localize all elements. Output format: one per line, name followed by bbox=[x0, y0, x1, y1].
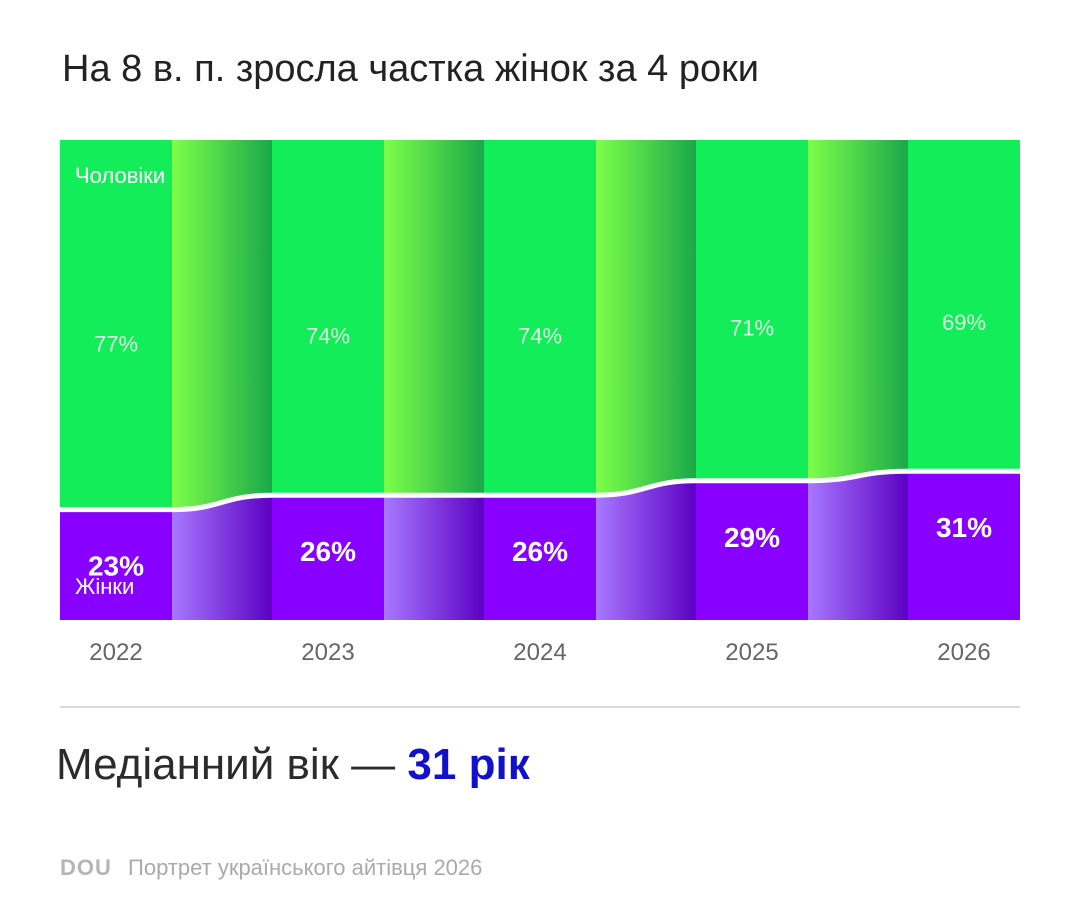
bar-men-2026 bbox=[908, 140, 1020, 472]
x-tick-2023: 2023 bbox=[301, 639, 354, 666]
median-age-value: 31 рік bbox=[407, 740, 530, 789]
transition-women bbox=[384, 495, 484, 620]
bar-women-2022 bbox=[60, 509, 172, 620]
median-age: Медіанний вік — 31 рік bbox=[56, 740, 530, 790]
series-label-women: Жінки bbox=[75, 574, 134, 599]
label-women-2025: 29% bbox=[724, 522, 780, 553]
bar-women-2026 bbox=[908, 471, 1020, 620]
label-men-2023: 74% bbox=[306, 323, 350, 348]
x-tick-2024: 2024 bbox=[513, 639, 566, 666]
bar-women-2023 bbox=[272, 495, 384, 620]
transition-men bbox=[384, 140, 484, 496]
label-men-2024: 74% bbox=[518, 323, 562, 348]
x-tick-2026: 2026 bbox=[937, 639, 990, 666]
divider bbox=[60, 706, 1020, 708]
label-women-2026: 31% bbox=[936, 512, 992, 543]
label-women-2024: 26% bbox=[512, 536, 568, 567]
label-men-2022: 77% bbox=[94, 331, 138, 356]
bar-men-2023 bbox=[272, 140, 384, 496]
transition-women bbox=[596, 480, 696, 620]
bar-men-2022 bbox=[60, 140, 172, 510]
median-age-label: Медіанний вік — bbox=[56, 740, 396, 789]
separator-line bbox=[60, 468, 1020, 513]
footer: DOU Портрет українського айтівця 2026 bbox=[60, 855, 482, 881]
x-tick-2022: 2022 bbox=[89, 639, 142, 666]
series-label-men: Чоловіки bbox=[75, 163, 165, 188]
chart-title: На 8 в. п. зросла частка жінок за 4 роки bbox=[62, 48, 759, 90]
transition-women bbox=[808, 471, 908, 620]
transition-women bbox=[172, 495, 272, 620]
transition-men bbox=[172, 140, 272, 510]
bar-women-2025 bbox=[696, 480, 808, 620]
stacked-bar-chart: 77% 23% 2022 74% 26% 2023 74% 26% 2024 71% 29% 2025… bbox=[60, 140, 1020, 666]
footer-source: Портрет українського айтівця 2026 bbox=[128, 855, 483, 880]
bar-women-2024 bbox=[484, 495, 596, 620]
x-tick-2025: 2025 bbox=[725, 639, 778, 666]
transition-men bbox=[596, 140, 696, 496]
label-men-2026: 69% bbox=[942, 310, 986, 335]
label-men-2025: 71% bbox=[730, 315, 774, 340]
label-women-2022: 23% bbox=[88, 551, 144, 582]
bar-men-2025 bbox=[696, 140, 808, 481]
bar-men-2024 bbox=[484, 140, 596, 496]
label-women-2023: 26% bbox=[300, 536, 356, 567]
transition-men bbox=[808, 140, 908, 481]
dou-logo: DOU bbox=[60, 855, 112, 880]
